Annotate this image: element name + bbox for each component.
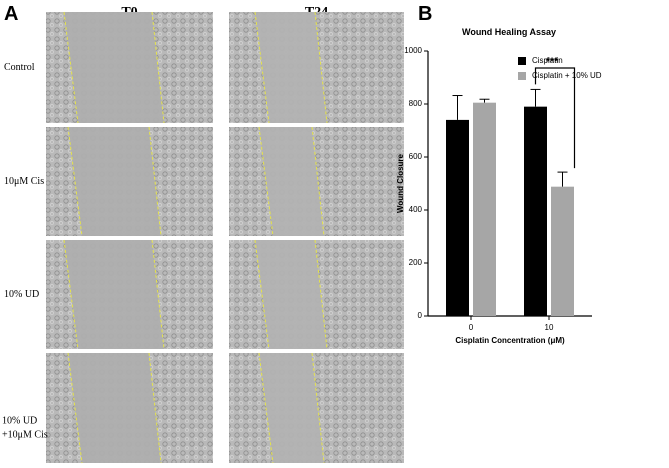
bar (473, 102, 496, 316)
wound-area (255, 12, 327, 123)
y-tick-label: 600 (409, 152, 423, 161)
legend-label: Cisplatin + 10% UD (532, 71, 602, 80)
bar (524, 106, 547, 317)
row-label: 10% UD (4, 289, 39, 300)
y-tick-label: 0 (418, 311, 423, 320)
bar (551, 186, 574, 316)
wound-edge (151, 239, 165, 350)
legend-swatch (518, 72, 526, 80)
wound-edge (254, 239, 270, 350)
chart-title: Wound Healing Assay (462, 27, 556, 37)
wound-edge (258, 352, 274, 464)
x-axis-label: Cisplatin Concentration (μM) (455, 336, 565, 345)
wound-edge (151, 11, 165, 124)
significance-label: *** (546, 56, 560, 68)
panel-label: A (4, 3, 18, 25)
x-tick-label: 10 (545, 323, 554, 332)
chart: Wound Healing Assay 0 200 400 600 800 1000 Woun… (396, 27, 602, 345)
y-axis-label: Wound Closure (396, 153, 405, 213)
wound-area (259, 127, 324, 236)
x-tick-label: 0 (469, 323, 474, 332)
wound-area (68, 353, 161, 463)
wound-edge (254, 11, 270, 124)
wound-edge (67, 352, 83, 464)
wound-edge (63, 239, 79, 350)
row-label: Control (4, 62, 35, 73)
y-tick-label: 1000 (404, 46, 422, 55)
wound-edge (311, 126, 325, 237)
wound-area (259, 353, 324, 463)
wound-area (64, 12, 164, 123)
row-label: 10μM Cis (4, 176, 44, 187)
row-label: 10% UD (2, 415, 37, 426)
wound-area (255, 240, 327, 349)
wound-edge (311, 352, 325, 464)
wound-edge (148, 352, 162, 464)
y-tick-label: 200 (409, 258, 423, 267)
panel-label: B (418, 3, 432, 25)
significance-bracket (534, 67, 576, 169)
wound-edge (258, 126, 274, 237)
wound-edge (67, 126, 83, 237)
wound-area (64, 240, 164, 349)
y-tick-label: 800 (409, 99, 423, 108)
bar (446, 119, 469, 317)
wound-edge (148, 126, 162, 237)
wound-edge (314, 11, 328, 124)
wound-edge (63, 11, 79, 124)
wound-edge (314, 239, 328, 350)
wound-area (68, 127, 161, 236)
legend-label: Cisplatin (532, 56, 563, 65)
row-label: +10μM Cis (2, 429, 48, 440)
legend-swatch (518, 57, 526, 65)
y-tick-label: 400 (409, 205, 423, 214)
